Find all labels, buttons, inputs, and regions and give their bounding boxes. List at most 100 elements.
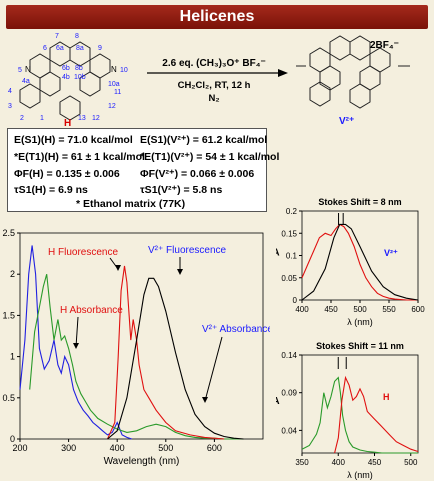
atom-number: 9 xyxy=(98,45,102,52)
property-right-2: *E(T1)(V²⁺) = 54 ± 1 kcal/mol xyxy=(140,151,280,163)
property-left-2: *E(T1)(H) = 61 ± 1 kcal/mol xyxy=(14,151,145,163)
property-left-3: ΦF(H) = 0.135 ± 0.006 xyxy=(14,168,120,180)
reactant-structure xyxy=(19,41,111,121)
x-tick-label: 500 xyxy=(158,443,173,453)
property-right-4: τS1(V²⁺) = 5.8 ns xyxy=(140,184,223,196)
y-tick-label: 0.2 xyxy=(286,207,298,216)
y-tick-label: 0.04 xyxy=(281,426,297,435)
x-axis-label: λ (nm) xyxy=(347,317,373,327)
atom-number: 10a xyxy=(108,81,120,88)
annotation-arrowhead xyxy=(73,343,79,349)
reactant-label: H xyxy=(64,118,71,128)
property-footnote: * Ethanol matrix (77K) xyxy=(76,198,186,210)
x-tick-label: 400 xyxy=(110,443,125,453)
annotation-h-absorbance: H Absorbance xyxy=(60,305,123,316)
atom-number: 8a xyxy=(76,45,84,52)
chart-title: Stokes Shift = 11 nm xyxy=(316,341,404,351)
x-tick-label: 400 xyxy=(295,305,309,314)
y-tick-label: 0 xyxy=(10,434,15,444)
x-tick-label: 200 xyxy=(12,443,27,453)
x-tick-label: 600 xyxy=(207,443,222,453)
series-line-emission xyxy=(301,223,419,301)
atom-number: 10 xyxy=(120,67,128,74)
atom-number: 7 xyxy=(55,33,59,40)
y-tick-label: 0.5 xyxy=(2,393,15,403)
x-tick-label: 600 xyxy=(411,305,425,314)
x-axis-label: Wavelength (nm) xyxy=(104,456,180,467)
x-tick-label: 300 xyxy=(61,443,76,453)
inset-chart-top: 400 450 500 550 600 0 0.05 0.1 0.15 0.2 λ (nm) A Sto… xyxy=(276,197,425,327)
title-banner: Helicenes xyxy=(6,5,428,29)
series-line-h-fluorescence xyxy=(106,265,225,440)
y-tick-label: 1 xyxy=(10,352,15,362)
series-line-h-absorbance xyxy=(19,245,132,440)
atom-number: 6 xyxy=(43,45,47,52)
reaction-scheme: 7 8 6a 6 8a 9 5 N N 10 4a 6b 8b 10a 4b 1… xyxy=(8,33,410,128)
atom-number: 6b xyxy=(62,65,70,72)
annotation-v2-absorbance: V²⁺ Absorbance xyxy=(202,324,270,335)
photophysical-properties-box: E(S1)(H) = 71.0 kcal/mol *E(T1)(H) = 61 … xyxy=(7,128,279,212)
property-left-4: τS1(H) = 6.9 ns xyxy=(14,184,88,196)
y-axis-label: A xyxy=(276,396,280,407)
series-line-emission xyxy=(334,375,419,454)
y-axis-label: A xyxy=(276,248,280,259)
inset-series-label: V²⁺ xyxy=(384,248,398,258)
atom-number: 2 xyxy=(20,115,24,122)
product-label: V²⁺ xyxy=(339,116,354,127)
y-tick-label: 0.09 xyxy=(281,389,297,398)
atom-number: 10b xyxy=(74,74,86,81)
y-tick-label: 0.15 xyxy=(281,229,297,238)
y-tick-label: 0 xyxy=(293,296,298,305)
annotation-arrow xyxy=(204,336,223,402)
annotation-arrow xyxy=(75,316,79,348)
y-tick-label: 0.05 xyxy=(281,274,297,283)
y-tick-label: 0.1 xyxy=(286,252,298,261)
x-axis-label: λ (nm) xyxy=(347,470,373,480)
y-tick-label: 2 xyxy=(10,269,15,279)
atom-number: 11 xyxy=(114,89,121,96)
atom-number: 4b xyxy=(62,74,70,81)
product-counterion: 2BF₄⁻ xyxy=(370,40,399,51)
atom-number: 4 xyxy=(8,88,12,95)
plot-frame xyxy=(301,354,419,454)
reagent-line-3: N₂ xyxy=(208,93,219,104)
x-tick-label: 350 xyxy=(295,458,309,467)
annotation-h-fluorescence: H Fluorescence xyxy=(48,247,118,258)
chart-title: Stokes Shift = 8 nm xyxy=(318,197,401,207)
atom-number: 13 xyxy=(78,115,86,122)
main-spectra-chart: 200 300 400 500 600 0 0.5 1 1.5 2 2.5 Wavelength (n… xyxy=(2,228,270,467)
reaction-arrowhead xyxy=(278,69,288,77)
atom-number: 4a xyxy=(22,78,30,85)
x-tick-label: 500 xyxy=(353,305,367,314)
atom-number: 5 xyxy=(18,67,22,74)
annotation-arrowhead xyxy=(115,265,121,271)
atom-number: 1 xyxy=(40,115,44,122)
nitrogen-label: N xyxy=(111,65,117,74)
atom-number: 12 xyxy=(92,115,100,122)
x-tick-label: 500 xyxy=(404,458,418,467)
page-title: Helicenes xyxy=(179,8,255,25)
plot-frame xyxy=(19,232,264,440)
plot-frame xyxy=(301,210,419,301)
series-line-absorbance xyxy=(301,223,418,301)
nitrogen-label: N xyxy=(25,65,31,74)
reagent-line-2: CH₂Cl₂, RT, 12 h xyxy=(178,80,251,91)
atom-number: 8 xyxy=(75,33,79,40)
y-tick-label: 0.14 xyxy=(281,351,297,360)
atom-number: 8b xyxy=(75,65,83,72)
atom-number: 6a xyxy=(56,45,64,52)
x-tick-label: 450 xyxy=(368,458,382,467)
annotation-v2-fluorescence: V²⁺ Fluorescence xyxy=(148,245,227,256)
series-line-v-fluorescence xyxy=(107,277,244,440)
annotation-arrowhead xyxy=(202,397,208,403)
series-line-v-absorbance xyxy=(29,274,244,440)
y-tick-label: 1.5 xyxy=(2,310,15,320)
y-tick-label: 2.5 xyxy=(2,228,15,238)
atom-number: 12 xyxy=(108,103,116,110)
property-right-3: ΦF(V²⁺) = 0.066 ± 0.006 xyxy=(140,168,255,180)
reagent-line-1: 2.6 eq. (CH₃)₃O⁺ BF₄⁻ xyxy=(162,58,265,69)
reactant-atom-labels: 7 8 6a 6 8a 9 5 N N 10 4a 6b 8b 10a 4b 1… xyxy=(8,33,128,122)
product-structure xyxy=(296,35,410,109)
atom-number: 3 xyxy=(8,103,12,110)
x-tick-label: 400 xyxy=(332,458,346,467)
